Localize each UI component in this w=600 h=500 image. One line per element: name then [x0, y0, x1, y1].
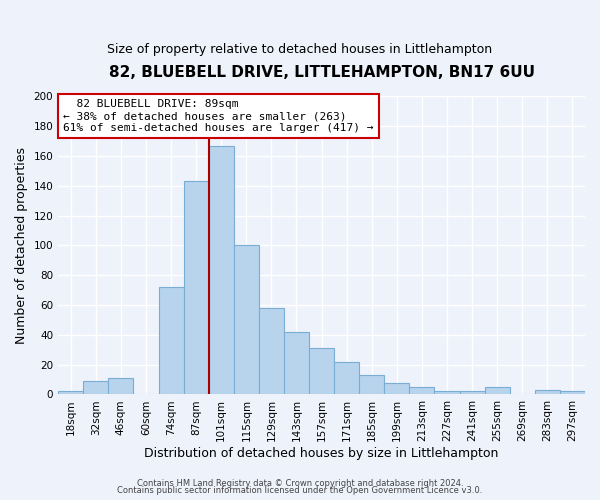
Bar	[83, 381, 109, 394]
Bar	[385, 382, 409, 394]
Bar	[58, 392, 83, 394]
Bar	[284, 332, 309, 394]
Bar	[234, 246, 259, 394]
Text: 82 BLUEBELL DRIVE: 89sqm
← 38% of detached houses are smaller (263)
61% of semi-: 82 BLUEBELL DRIVE: 89sqm ← 38% of detach…	[64, 100, 374, 132]
Bar	[535, 390, 560, 394]
Bar	[158, 287, 184, 395]
Bar	[485, 387, 510, 394]
Bar	[359, 375, 385, 394]
Text: Contains HM Land Registry data © Crown copyright and database right 2024.: Contains HM Land Registry data © Crown c…	[137, 478, 463, 488]
Text: Contains public sector information licensed under the Open Government Licence v3: Contains public sector information licen…	[118, 486, 482, 495]
Y-axis label: Number of detached properties: Number of detached properties	[15, 147, 28, 344]
Bar	[434, 392, 460, 394]
Bar	[560, 392, 585, 394]
Bar	[184, 182, 209, 394]
Title: 82, BLUEBELL DRIVE, LITTLEHAMPTON, BN17 6UU: 82, BLUEBELL DRIVE, LITTLEHAMPTON, BN17 …	[109, 65, 535, 80]
Bar	[109, 378, 133, 394]
Bar	[460, 392, 485, 394]
Bar	[259, 308, 284, 394]
Bar	[209, 146, 234, 394]
Text: Size of property relative to detached houses in Littlehampton: Size of property relative to detached ho…	[107, 42, 493, 56]
X-axis label: Distribution of detached houses by size in Littlehampton: Distribution of detached houses by size …	[145, 447, 499, 460]
Bar	[309, 348, 334, 395]
Bar	[334, 362, 359, 394]
Bar	[409, 387, 434, 394]
